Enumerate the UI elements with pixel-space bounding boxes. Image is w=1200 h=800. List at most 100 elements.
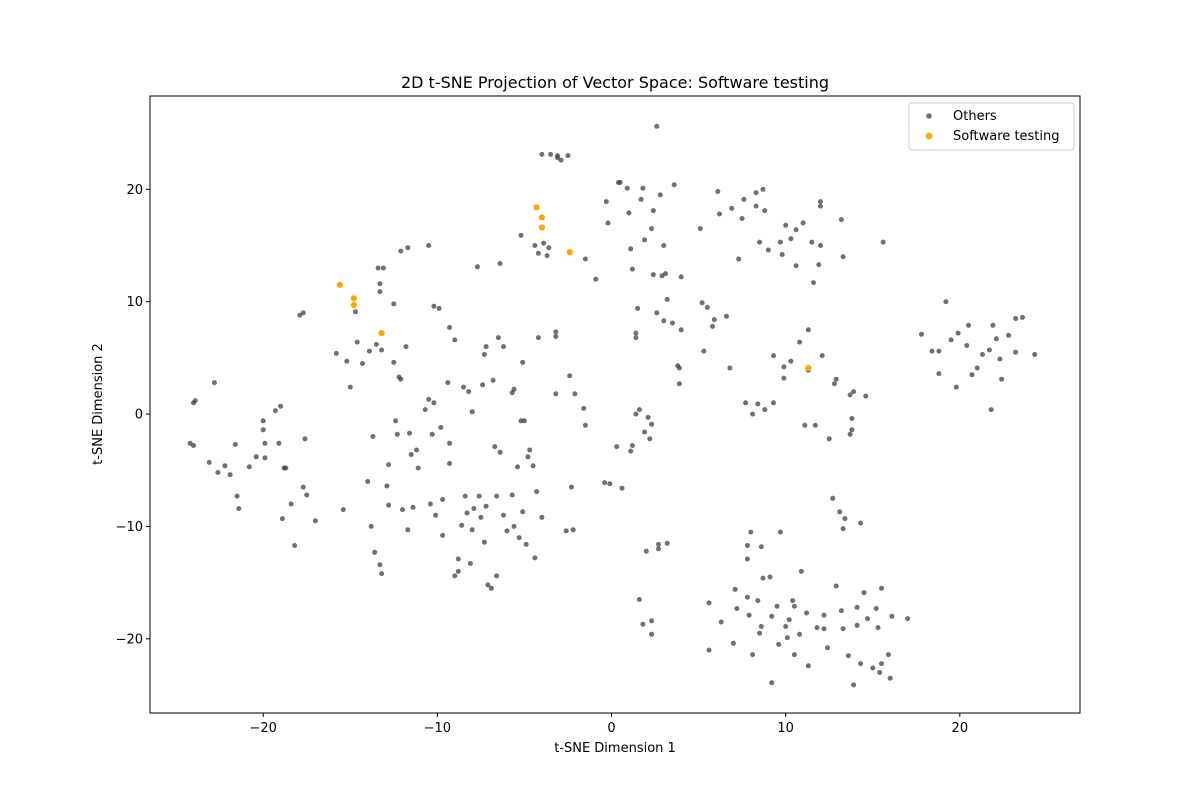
point-others [809,239,815,245]
point-others [966,322,971,328]
point-others [638,196,644,202]
point-others [626,210,632,216]
point-others [755,598,761,604]
point-others [758,624,764,629]
point-others [847,431,853,437]
point-others [365,479,371,484]
point-others [398,376,404,382]
point-others [845,653,851,659]
point-others [593,276,599,282]
point-others [793,227,799,233]
point-others [523,541,529,547]
y-tick-label: 20 [126,183,143,198]
point-others [948,337,954,343]
point-others [905,616,911,622]
point-others [969,372,975,378]
point-others [649,226,655,232]
point-others [447,325,453,330]
point-others [699,300,705,306]
point-others [873,606,879,611]
point-others [797,631,803,637]
point-others [793,263,799,269]
point-others [818,199,823,205]
point-others [384,483,390,489]
point-others [236,506,242,511]
point-others [607,481,613,487]
point-others [452,337,458,343]
point-others [440,497,446,502]
point-others [842,516,848,522]
point-others [833,376,839,382]
point-others [838,217,844,223]
point-others [476,493,482,499]
point-others [354,339,360,345]
point-others [636,407,642,413]
point-others [511,386,517,392]
point-others [838,608,844,614]
point-others [488,585,494,591]
point-others [753,190,759,196]
point-others [727,365,733,371]
point-others [624,185,630,191]
point-others [661,243,667,248]
point-others [757,630,763,636]
point-others [633,411,639,417]
point-software-testing [350,295,357,302]
point-others [879,585,884,591]
point-others [455,568,461,574]
point-others [650,272,656,278]
point-others [676,381,682,387]
point-others [816,262,822,268]
point-others [520,509,526,515]
point-others [511,523,517,529]
point-others [377,562,383,568]
point-others [715,189,721,194]
point-others [617,180,623,185]
point-others [880,239,886,245]
point-others [300,484,306,490]
point-others [777,529,783,535]
point-others [541,240,547,246]
point-others [849,427,855,433]
point-others [953,384,959,390]
point-others [851,682,857,688]
point-others [656,541,661,547]
point-others [628,246,634,252]
point-others [567,373,573,379]
point-others [863,393,869,399]
point-others [988,407,994,413]
point-others [783,624,789,629]
point-others [730,640,736,646]
point-others [429,431,435,437]
point-others [474,264,480,270]
point-others [805,327,811,333]
point-others [936,348,942,354]
point-others [436,305,442,311]
point-others [734,606,740,611]
point-others [776,641,782,647]
point-others [819,353,825,359]
point-others [825,645,830,651]
point-others [379,347,385,353]
point-others [227,472,233,478]
point-others [791,603,797,609]
point-others [736,256,742,262]
point-others [501,344,506,350]
point-others [678,274,684,280]
point-others [760,575,766,581]
point-others [302,436,308,442]
point-others [755,401,761,407]
point-others [854,604,860,610]
point-others [758,544,764,550]
point-others [563,528,569,534]
point-others [373,341,379,347]
legend-marker-software-testing [925,132,933,140]
point-others [497,261,503,266]
point-others [678,327,684,333]
point-others [980,352,985,357]
point-others [767,574,773,580]
point-others [191,443,196,448]
point-others [504,528,510,534]
point-others [858,520,864,526]
